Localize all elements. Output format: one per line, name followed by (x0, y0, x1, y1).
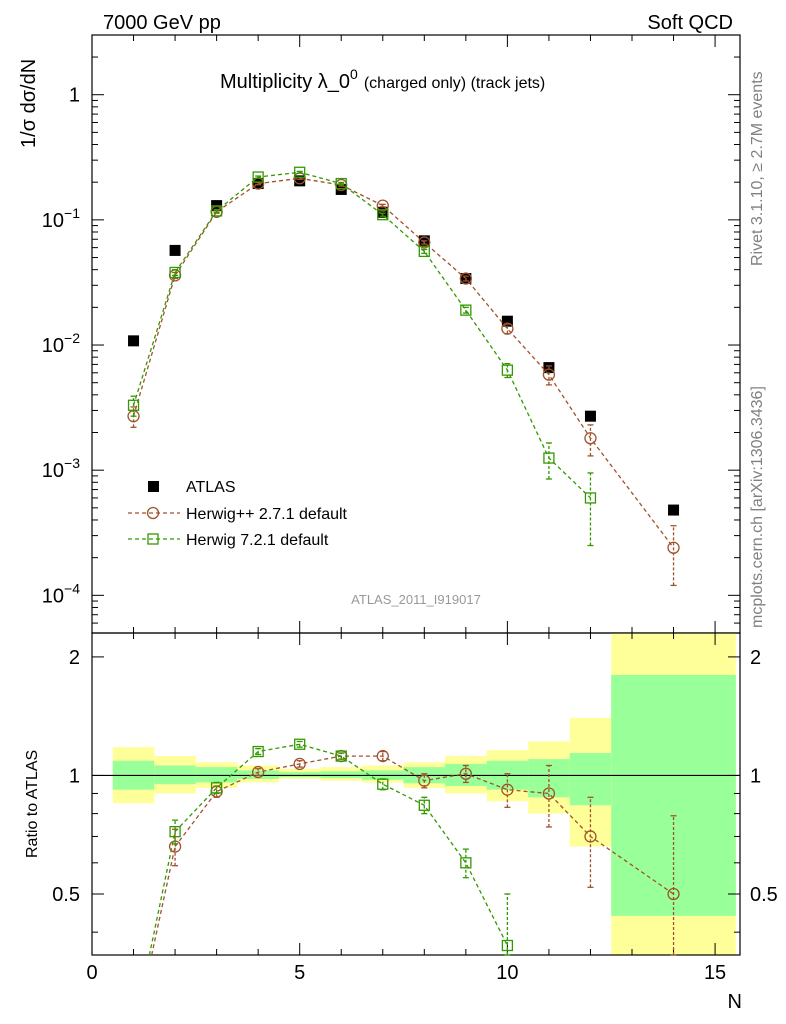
top-marker-atlas (169, 244, 181, 256)
top-marker-atlas (668, 504, 680, 516)
top-marker-atlas (128, 335, 140, 347)
top-marker-herwig7 (543, 452, 555, 464)
bottom-marker-herwig7 (169, 825, 181, 838)
y-tick-label-right: 2 (750, 647, 761, 669)
top-marker-atlas (294, 175, 306, 187)
chart-title-sup: 0 (350, 66, 358, 82)
bottom-line (174, 755, 674, 895)
bottom-line-entry (148, 831, 176, 956)
uncertainty-band-inner (569, 753, 612, 806)
top-panel: 10−4 10−3 10−2 10−1 1 (42, 34, 741, 634)
y-tick-label: 10−3 (42, 455, 80, 482)
chart-title-suffix: (charged only) (track jets) (364, 75, 545, 92)
analysis-label: ATLAS_2011_I919017 (351, 592, 481, 607)
top-marker-herwig7 (501, 364, 514, 376)
top-marker-atlas (335, 183, 347, 195)
top-line (132, 171, 591, 499)
bottom-marker-herwigpp (418, 774, 431, 787)
legend-marker-herwig7 (147, 533, 159, 545)
legend-marker-atlas (148, 481, 159, 492)
x-tick-label: 5 (294, 962, 305, 984)
bottom-marker-herwigpp (584, 830, 597, 843)
bottom-marker-herwig7 (460, 857, 472, 869)
y-tick-label: 1 (69, 85, 80, 107)
uncertainty-band-inner (611, 674, 736, 916)
top-marker-herwig7 (252, 171, 264, 183)
x-tick-label: 0 (86, 962, 97, 984)
bottom-marker-herwigpp (293, 757, 306, 771)
y-tick-label: 1 (69, 765, 80, 787)
bottom-marker-herwig7 (501, 939, 514, 952)
legend: ATLAS Herwig++ 2.7.1 default Herwig 7.2.… (128, 479, 348, 549)
bottom-marker-herwig7 (294, 738, 306, 750)
top-marker-atlas (584, 410, 596, 422)
top-marker-herwig7 (460, 304, 472, 316)
y-tick-label-right: 1 (750, 765, 761, 787)
y-tick-label: 10−4 (42, 580, 80, 607)
top-marker-herwig7 (335, 177, 347, 190)
bottom-marker-herwig7 (377, 778, 389, 790)
top-marker-herwig7 (377, 209, 389, 221)
bottom-marker-herwigpp (542, 787, 556, 800)
top-marker-herwig7 (418, 245, 430, 258)
chart-title: Multiplicity λ_00 (charged only) (track j… (220, 66, 545, 93)
bottom-marker-herwigpp (252, 765, 265, 779)
top-marker-herwig7 (169, 266, 181, 279)
header-right: Soft QCD (647, 12, 733, 34)
bottom-marker-herwig7 (335, 750, 347, 762)
legend-label-herwigpp: Herwig++ 2.7.1 default (186, 506, 348, 523)
top-marker-herwigpp (376, 199, 389, 212)
chart-title-main: Multiplicity λ_0 (220, 71, 350, 93)
top-marker-herwigpp (418, 236, 431, 249)
bottom-line (174, 743, 508, 946)
uncertainty-band-inner (320, 771, 362, 779)
bottom-marker-herwig7 (418, 799, 430, 811)
top-ylabel: 1/σ dσ/dN (18, 59, 40, 148)
bottom-marker-herwig7 (210, 782, 223, 794)
top-marker-atlas (501, 315, 513, 327)
y-tick-label: 10−2 (42, 330, 80, 357)
top-marker-herwig7 (210, 205, 223, 217)
bottom-marker-herwig7 (252, 745, 264, 758)
y-tick-label: 0.5 (52, 884, 80, 906)
uncertainty-band-inner (195, 767, 238, 783)
top-marker-atlas (377, 206, 389, 218)
top-marker-herwig7 (127, 399, 140, 411)
bottom-line-entry (151, 846, 176, 956)
side-text-bottom: mcplots.cern.ch [arXiv:1306.3436] (749, 386, 766, 628)
y-tick-label: 10−1 (42, 205, 80, 232)
side-text-top: Rivet 3.1.10, ≥ 2.7M events (749, 71, 766, 266)
bottom-ylabel: Ratio to ATLAS (24, 750, 41, 858)
bottom-marker-herwigpp (501, 783, 514, 796)
top-marker-herwigpp (459, 272, 472, 285)
top-marker-herwig7 (294, 166, 306, 178)
uncertainty-band-inner (278, 772, 321, 778)
legend-marker-herwigpp (146, 506, 160, 520)
y-tick-label-right: 0.5 (750, 884, 778, 906)
top-marker-herwigpp (542, 368, 556, 381)
xlabel: N (728, 991, 742, 1013)
bottom-marker-herwigpp (459, 767, 472, 780)
top-marker-herwig7 (584, 492, 597, 504)
top-marker-herwigpp (501, 322, 514, 335)
x-tick-label: 10 (496, 962, 518, 984)
bottom-marker-herwigpp (667, 887, 680, 901)
top-marker-herwigpp (584, 432, 597, 445)
y-tick-label: 2 (69, 647, 80, 669)
header-left: 7000 GeV pp (103, 12, 221, 34)
legend-label-herwig7: Herwig 7.2.1 default (186, 532, 329, 549)
bottom-panel: 0 5 10 15 0.5 0.5 1 1 2 2 (52, 632, 778, 984)
bottom-frame (91, 632, 741, 956)
x-tick-label: 15 (704, 962, 726, 984)
legend-label-atlas: ATLAS (186, 479, 236, 496)
top-marker-herwigpp (667, 541, 680, 554)
bottom-marker-herwigpp (376, 749, 389, 763)
